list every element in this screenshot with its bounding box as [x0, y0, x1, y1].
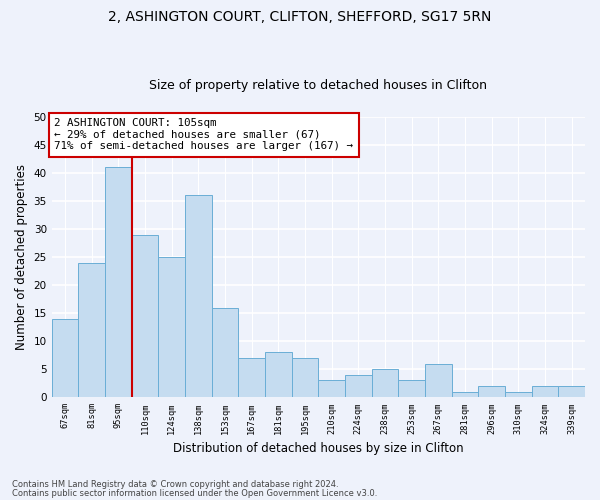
Title: Size of property relative to detached houses in Clifton: Size of property relative to detached ho…: [149, 79, 487, 92]
Text: Contains public sector information licensed under the Open Government Licence v3: Contains public sector information licen…: [12, 489, 377, 498]
Y-axis label: Number of detached properties: Number of detached properties: [15, 164, 28, 350]
Bar: [505, 392, 532, 398]
Bar: [212, 308, 238, 398]
Bar: [371, 370, 398, 398]
Bar: [345, 375, 371, 398]
Bar: [105, 168, 131, 398]
Bar: [398, 380, 425, 398]
Text: Contains HM Land Registry data © Crown copyright and database right 2024.: Contains HM Land Registry data © Crown c…: [12, 480, 338, 489]
Text: 2 ASHINGTON COURT: 105sqm
← 29% of detached houses are smaller (67)
71% of semi-: 2 ASHINGTON COURT: 105sqm ← 29% of detac…: [55, 118, 353, 152]
Bar: [265, 352, 292, 398]
Bar: [185, 196, 212, 398]
Bar: [158, 257, 185, 398]
Bar: [79, 262, 105, 398]
Text: 2, ASHINGTON COURT, CLIFTON, SHEFFORD, SG17 5RN: 2, ASHINGTON COURT, CLIFTON, SHEFFORD, S…: [109, 10, 491, 24]
Bar: [532, 386, 559, 398]
X-axis label: Distribution of detached houses by size in Clifton: Distribution of detached houses by size …: [173, 442, 464, 455]
Bar: [425, 364, 452, 398]
Bar: [559, 386, 585, 398]
Bar: [52, 319, 79, 398]
Bar: [478, 386, 505, 398]
Bar: [131, 234, 158, 398]
Bar: [292, 358, 319, 398]
Bar: [319, 380, 345, 398]
Bar: [452, 392, 478, 398]
Bar: [238, 358, 265, 398]
